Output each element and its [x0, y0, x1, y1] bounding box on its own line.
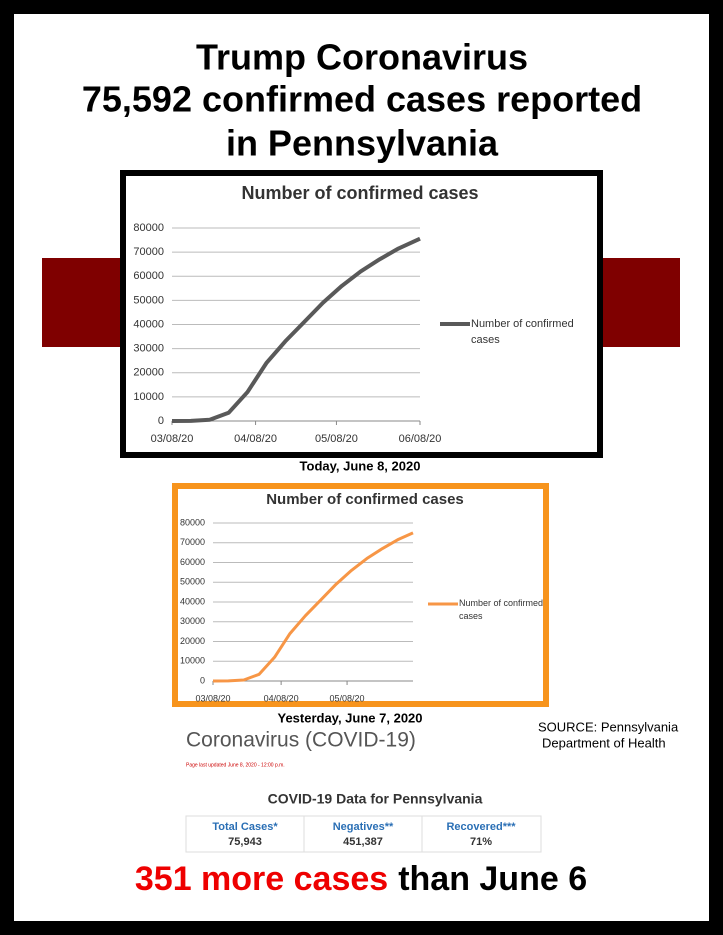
y-tick-label: 0	[158, 415, 164, 427]
x-tick-label: 05/08/20	[330, 693, 365, 703]
band	[42, 258, 122, 347]
y-tick-label: 10000	[133, 391, 164, 403]
y-tick-label: 60000	[180, 557, 205, 567]
y-tick-label: 10000	[180, 656, 205, 666]
y-tick-label: 40000	[133, 318, 164, 330]
y-tick-label: 20000	[133, 367, 164, 379]
table-value: 71%	[470, 836, 492, 848]
line	[212, 531, 414, 683]
y-tick-label: 50000	[133, 294, 164, 306]
y-tick-label: 20000	[180, 636, 205, 646]
y-tick-label: 70000	[180, 537, 205, 547]
x-tick-label: 05/08/20	[315, 433, 358, 445]
table-header: Recovered***	[446, 821, 516, 833]
table	[185, 815, 542, 853]
chart-frame	[120, 170, 603, 458]
x-tick-label: 03/08/20	[195, 693, 230, 703]
headline: 75,592 confirmed cases reported	[82, 79, 642, 120]
x-tick-label: 06/08/20	[399, 433, 442, 445]
footer-highlight: 351 more cases	[135, 860, 388, 898]
footer: 351 more cases than June 6	[135, 860, 587, 898]
y-tick-label: 40000	[180, 596, 205, 606]
y-tick-label: 70000	[133, 246, 164, 258]
caption: Today, June 8, 2020	[300, 458, 421, 473]
y-tick-label: 30000	[180, 616, 205, 626]
y-tick-label: 80000	[180, 517, 205, 527]
source: SOURCE: Pennsylvania	[538, 719, 679, 734]
chart-title: Number of confirmed cases	[241, 183, 478, 203]
y-tick-label: 80000	[133, 222, 164, 234]
y-tick-label: 0	[200, 675, 205, 685]
line	[171, 236, 421, 423]
legend-label: Number of confirmed cases	[459, 598, 543, 621]
y-tick-label: 60000	[133, 270, 164, 282]
chart-title: Number of confirmed cases	[266, 491, 464, 508]
x-tick-label: 04/08/20	[234, 433, 277, 445]
caption: Yesterday, June 7, 2020	[277, 710, 422, 725]
source: Department of Health	[542, 735, 666, 750]
x-tick-label: 03/08/20	[151, 433, 194, 445]
table-title: COVID-19 Data for Pennsylvania	[268, 791, 483, 807]
headline: in Pennsylvania	[226, 123, 499, 164]
table-header: Negatives**	[333, 821, 394, 833]
footer-rest: than June 6	[398, 860, 587, 898]
y-tick-label: 30000	[133, 343, 164, 355]
panel-heading: Coronavirus (COVID-19)	[186, 729, 416, 752]
updated: Page last updated June 8, 2020 - 12:00 p…	[186, 762, 285, 768]
table-header: Total Cases*	[212, 821, 278, 833]
table-value: 451,387	[343, 836, 383, 848]
legend-label: Number of confirmed cases	[471, 318, 574, 346]
table-value: 75,943	[228, 836, 262, 848]
chart-frame	[172, 483, 549, 707]
y-tick-label: 50000	[180, 577, 205, 587]
headline: Trump Coronavirus	[196, 37, 528, 78]
band	[600, 258, 680, 347]
x-tick-label: 04/08/20	[264, 693, 299, 703]
